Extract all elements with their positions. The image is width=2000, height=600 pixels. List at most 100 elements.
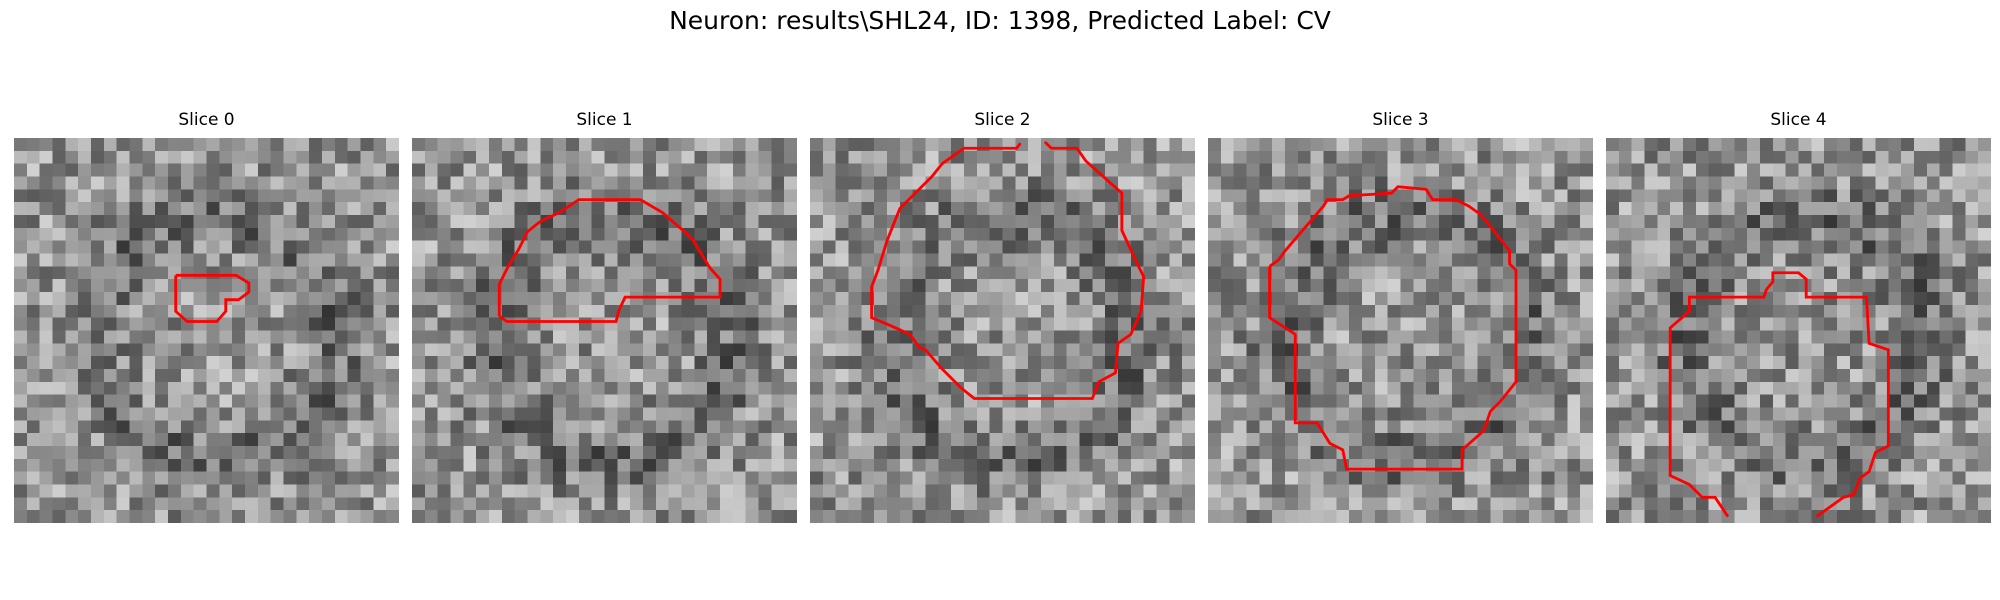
- image-pixel: [1849, 510, 1863, 523]
- image-pixel: [1066, 343, 1080, 357]
- image-pixel: [1760, 497, 1774, 511]
- image-pixel: [1952, 458, 1966, 472]
- image-pixel: [1118, 253, 1132, 267]
- image-pixel: [964, 304, 978, 318]
- image-pixel: [1208, 484, 1222, 498]
- image-pixel: [65, 497, 79, 511]
- image-pixel: [1041, 381, 1055, 395]
- image-pixel: [1670, 433, 1684, 447]
- image-pixel: [822, 369, 836, 383]
- image-pixel: [822, 458, 836, 472]
- image-pixel: [874, 458, 888, 472]
- image-pixel: [1336, 279, 1350, 293]
- image-pixel: [1246, 266, 1260, 280]
- image-pixel: [1503, 227, 1517, 241]
- image-pixel: [1451, 253, 1465, 267]
- image-pixel: [412, 369, 426, 383]
- image-pixel: [1541, 497, 1555, 511]
- image-pixel: [334, 458, 348, 472]
- image-pixel: [976, 343, 990, 357]
- image-pixel: [1708, 279, 1722, 293]
- image-pixel: [463, 176, 477, 190]
- image-pixel: [951, 330, 965, 344]
- image-pixel: [334, 356, 348, 370]
- image-pixel: [270, 227, 284, 241]
- image-pixel: [360, 266, 374, 280]
- image-pixel: [1644, 176, 1658, 190]
- image-pixel: [1772, 215, 1786, 229]
- image-pixel: [899, 420, 913, 434]
- image-pixel: [1028, 176, 1042, 190]
- image-pixel: [566, 510, 580, 523]
- image-pixel: [771, 176, 785, 190]
- image-pixel: [1118, 420, 1132, 434]
- image-pixel: [643, 163, 657, 177]
- image-pixel: [745, 292, 759, 306]
- image-pixel: [1952, 420, 1966, 434]
- image-pixel: [1130, 138, 1144, 152]
- image-pixel: [78, 240, 92, 254]
- image-pixel: [283, 304, 297, 318]
- image-pixel: [1053, 202, 1067, 216]
- image-pixel: [1849, 253, 1863, 267]
- image-pixel: [1285, 240, 1299, 254]
- image-pixel: [1618, 292, 1632, 306]
- image-pixel: [566, 292, 580, 306]
- image-pixel: [1053, 407, 1067, 421]
- image-pixel: [142, 356, 156, 370]
- image-pixel: [1670, 253, 1684, 267]
- image-pixel: [938, 189, 952, 203]
- image-pixel: [1734, 433, 1748, 447]
- image-pixel: [219, 138, 233, 152]
- image-pixel: [1426, 176, 1440, 190]
- image-pixel: [1130, 150, 1144, 164]
- image-pixel: [103, 330, 117, 344]
- image-pixel: [1695, 304, 1709, 318]
- image-pixel: [1451, 138, 1465, 152]
- image-pixel: [1554, 394, 1568, 408]
- image-pixel: [1400, 253, 1414, 267]
- image-pixel: [206, 279, 220, 293]
- image-pixel: [617, 163, 631, 177]
- image-pixel: [219, 433, 233, 447]
- image-pixel: [668, 446, 682, 460]
- image-pixel: [810, 356, 824, 370]
- image-pixel: [1631, 381, 1645, 395]
- image-pixel: [1541, 458, 1555, 472]
- image-pixel: [720, 227, 734, 241]
- image-pixel: [912, 266, 926, 280]
- image-pixel: [1580, 369, 1593, 383]
- image-pixel: [835, 150, 849, 164]
- image-pixel: [514, 420, 528, 434]
- image-pixel: [1567, 381, 1581, 395]
- image-pixel: [1914, 304, 1928, 318]
- image-pixel: [912, 356, 926, 370]
- image-pixel: [309, 484, 323, 498]
- image-pixel: [1683, 138, 1697, 152]
- image-pixel: [1965, 253, 1979, 267]
- image-pixel: [296, 150, 310, 164]
- image-pixel: [39, 150, 53, 164]
- image-pixel: [1914, 292, 1928, 306]
- image-pixel: [1028, 471, 1042, 485]
- image-pixel: [1259, 330, 1273, 344]
- image-pixel: [1837, 458, 1851, 472]
- image-pixel: [26, 227, 40, 241]
- image-pixel: [1336, 394, 1350, 408]
- image-pixel: [193, 240, 207, 254]
- image-pixel: [1464, 176, 1478, 190]
- image-pixel: [168, 227, 182, 241]
- image-pixel: [129, 202, 143, 216]
- image-pixel: [91, 240, 105, 254]
- image-pixel: [1875, 510, 1889, 523]
- image-pixel: [617, 343, 631, 357]
- image-pixel: [566, 317, 580, 331]
- image-pixel: [155, 510, 169, 523]
- image-pixel: [1400, 266, 1414, 280]
- image-pixel: [655, 446, 669, 460]
- image-pixel: [1259, 343, 1273, 357]
- image-pixel: [1516, 279, 1530, 293]
- image-pixel: [65, 343, 79, 357]
- image-pixel: [771, 304, 785, 318]
- image-pixel: [412, 189, 426, 203]
